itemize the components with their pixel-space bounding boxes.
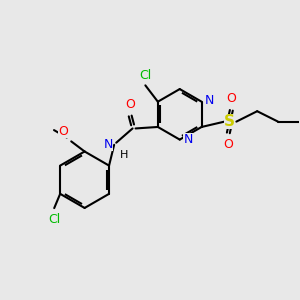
Text: N: N: [183, 133, 193, 146]
Text: N: N: [205, 94, 214, 107]
Text: Cl: Cl: [48, 213, 60, 226]
Text: N: N: [103, 138, 113, 151]
Text: O: O: [58, 124, 68, 137]
Text: O: O: [226, 92, 236, 105]
Text: H: H: [119, 150, 128, 160]
Text: O: O: [125, 98, 135, 111]
Text: Cl: Cl: [139, 69, 152, 82]
Text: S: S: [224, 114, 235, 129]
Text: O: O: [224, 138, 233, 151]
